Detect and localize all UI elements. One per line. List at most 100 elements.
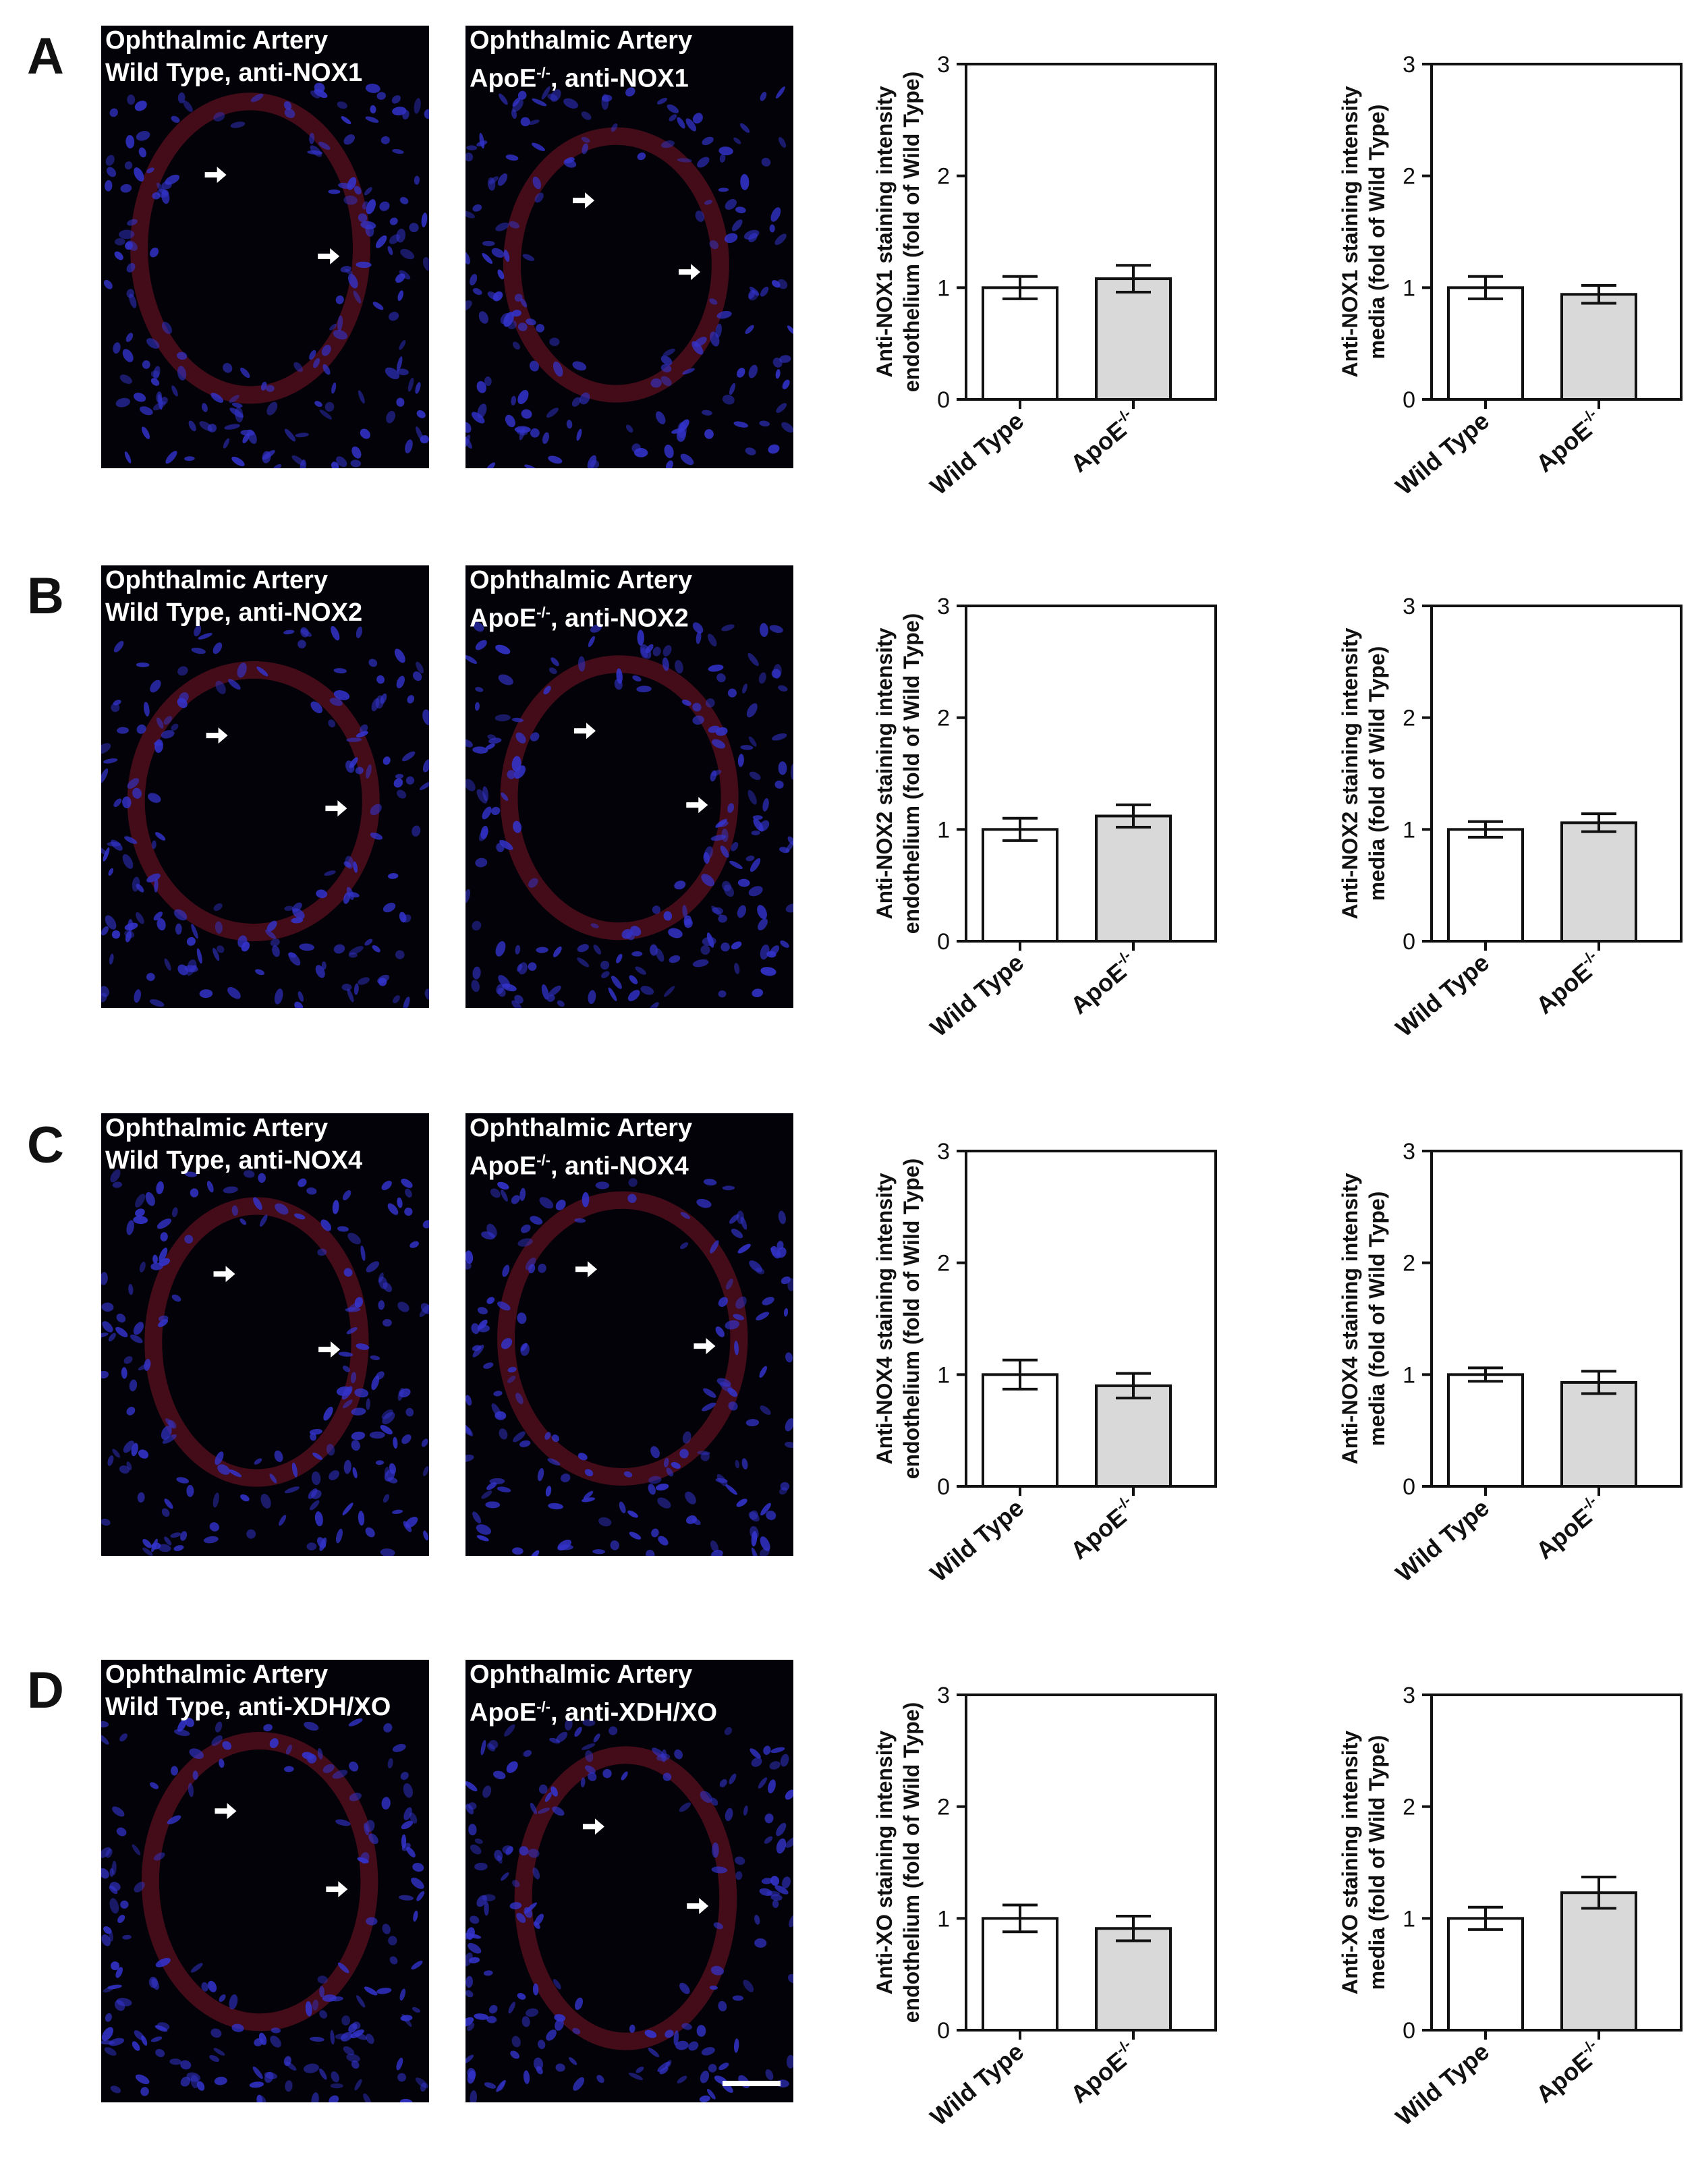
micrograph-c-apoe: Ophthalmic Artery ApoE-/-, anti-NOX4 [465, 1113, 793, 1556]
x-tick-label: Wild Type [925, 407, 1029, 501]
y-tick-label: 1 [937, 1362, 950, 1388]
bar-apoe [1095, 277, 1172, 401]
micrograph-caption: Ophthalmic Artery Wild Type, anti-NOX1 [105, 26, 362, 89]
arrowhead-marker [206, 727, 228, 744]
micrograph-caption: Ophthalmic Artery ApoE-/-, anti-NOX4 [470, 1113, 692, 1183]
y-tick-label: 0 [1403, 929, 1415, 955]
y-tick-label: 1 [1403, 817, 1415, 843]
y-tick-label: 0 [1403, 1474, 1415, 1500]
micrograph-title: Ophthalmic Artery [470, 1114, 693, 1142]
micrograph-condition: ApoE-/-, anti-NOX1 [470, 57, 692, 95]
bar-wild-type [982, 1917, 1058, 2032]
arrowhead-marker [213, 1266, 235, 1283]
x-tick-label: Wild Type [1390, 407, 1494, 501]
plot-frame [1430, 1693, 1683, 2032]
bar-wild-type [1447, 286, 1524, 401]
micrograph-a-wild-type: Ophthalmic Artery Wild Type, anti-NOX1 [101, 26, 429, 468]
bar-wild-type [982, 1373, 1058, 1488]
plot-frame [965, 1693, 1217, 2032]
y-tick-label: 2 [937, 1251, 950, 1277]
micrograph-c-wild-type: Ophthalmic Artery Wild Type, anti-NOX4 [101, 1113, 429, 1556]
x-tick-label: ApoE-/- [1064, 947, 1142, 1019]
arrowhead-marker [686, 797, 708, 814]
x-tick-label: ApoE-/- [1529, 2036, 1608, 2108]
micrograph-title: Ophthalmic Artery [105, 26, 329, 55]
x-tick-label: ApoE-/- [1529, 405, 1608, 477]
plot-frame [1430, 1150, 1683, 1488]
bar-wild-type [1447, 828, 1524, 943]
bar-wild-type [982, 286, 1058, 401]
y-tick-label: 2 [937, 164, 950, 190]
micrograph-title: Ophthalmic Artery [105, 566, 329, 594]
y-tick-label: 1 [937, 1906, 950, 1932]
x-tick-label: Wild Type [925, 2038, 1029, 2131]
arrowhead-marker [679, 264, 701, 281]
micrograph-title: Ophthalmic Artery [105, 1114, 329, 1142]
genotype-label: ApoE [470, 1152, 537, 1181]
y-tick-label: 0 [937, 387, 950, 413]
antibody-label: , anti-NOX1 [550, 64, 689, 93]
y-tick-label: 3 [1403, 1139, 1415, 1165]
micrograph-title: Ophthalmic Artery [470, 1660, 693, 1689]
y-tick-label: 1 [1403, 1362, 1415, 1388]
micrograph-caption: Ophthalmic Artery ApoE-/-, anti-NOX1 [470, 26, 692, 95]
arrowhead-marker [575, 1261, 598, 1278]
arrowhead-marker [318, 1341, 341, 1358]
genotype-label: ApoE [470, 604, 537, 633]
bar-apoe [1560, 1891, 1637, 2032]
arrowhead-marker [694, 1338, 716, 1355]
y-tick-label: 2 [937, 706, 950, 731]
micrograph-d-wild-type: Ophthalmic Artery Wild Type, anti-XDH/XO [101, 1660, 429, 2102]
y-tick-label: 3 [937, 52, 950, 78]
bar-apoe [1560, 293, 1637, 401]
y-tick-label: 2 [1403, 1251, 1415, 1277]
micrograph-condition: Wild Type, anti-XDH/XO [105, 1693, 391, 1721]
plot-frame [965, 63, 1217, 401]
y-tick-label: 0 [937, 2018, 950, 2044]
y-tick-label: 3 [937, 1683, 950, 1708]
y-tick-label: 0 [937, 929, 950, 955]
arrowhead-marker [204, 167, 227, 184]
micrograph-title: Ophthalmic Artery [470, 566, 693, 594]
genotype-superscript: -/- [536, 1152, 550, 1169]
micrograph-a-apoe: Ophthalmic Artery ApoE-/-, anti-NOX1 [465, 26, 793, 468]
y-tick-label: 2 [1403, 1795, 1415, 1820]
tissue-texture [101, 625, 429, 1008]
micrograph-b-apoe: Ophthalmic Artery ApoE-/-, anti-NOX2 [465, 565, 793, 1008]
bar-apoe [1095, 814, 1172, 943]
y-tick-label: 3 [1403, 1683, 1415, 1708]
y-tick-label: 0 [1403, 2018, 1415, 2044]
tissue-texture [465, 86, 793, 468]
micrograph-caption: Ophthalmic Artery Wild Type, anti-NOX4 [105, 1113, 362, 1177]
y-axis-label: Anti-NOX1 staining intensity media (fold … [1338, 86, 1389, 377]
y-tick-label: 1 [1403, 275, 1415, 301]
y-tick-label: 3 [937, 594, 950, 619]
y-tick-label: 1 [937, 817, 950, 843]
plot-frame [1430, 605, 1683, 943]
micrograph-condition: ApoE-/-, anti-NOX2 [470, 596, 692, 635]
bar-apoe [1560, 821, 1637, 943]
tissue-texture [465, 622, 793, 1008]
y-tick-label: 3 [1403, 594, 1415, 619]
micrograph-caption: Ophthalmic Artery ApoE-/-, anti-NOX2 [470, 565, 692, 635]
y-tick-label: 2 [937, 1795, 950, 1820]
x-tick-label: ApoE-/- [1529, 947, 1608, 1019]
tissue-texture [465, 1718, 793, 2102]
x-tick-label: ApoE-/- [1064, 1492, 1142, 1564]
x-tick-label: Wild Type [1390, 949, 1494, 1042]
micrograph-d-apoe: Ophthalmic Artery ApoE-/-, anti-XDH/XO [465, 1660, 793, 2102]
y-axis-label: Anti-NOX2 staining intensity media (fold … [1338, 627, 1389, 919]
x-tick-label: Wild Type [925, 949, 1029, 1042]
y-axis-label: Anti-NOX4 staining intensity media (fold … [1338, 1173, 1389, 1464]
x-tick-label: ApoE-/- [1064, 2036, 1142, 2108]
y-axis-label: Anti-NOX1 staining intensity endothelium … [872, 72, 924, 393]
micrograph-caption: Ophthalmic Artery ApoE-/-, anti-XDH/XO [470, 1660, 717, 1729]
micrograph-caption: Ophthalmic Artery Wild Type, anti-XDH/XO [105, 1660, 391, 1723]
micrograph-condition: Wild Type, anti-NOX4 [105, 1146, 363, 1175]
arrowhead-marker [573, 192, 595, 209]
genotype-superscript: -/- [536, 1698, 550, 1715]
genotype-superscript: -/- [536, 604, 550, 621]
y-tick-label: 0 [937, 1474, 950, 1500]
bar-wild-type [1447, 1373, 1524, 1488]
arrowhead-marker [215, 1803, 237, 1820]
